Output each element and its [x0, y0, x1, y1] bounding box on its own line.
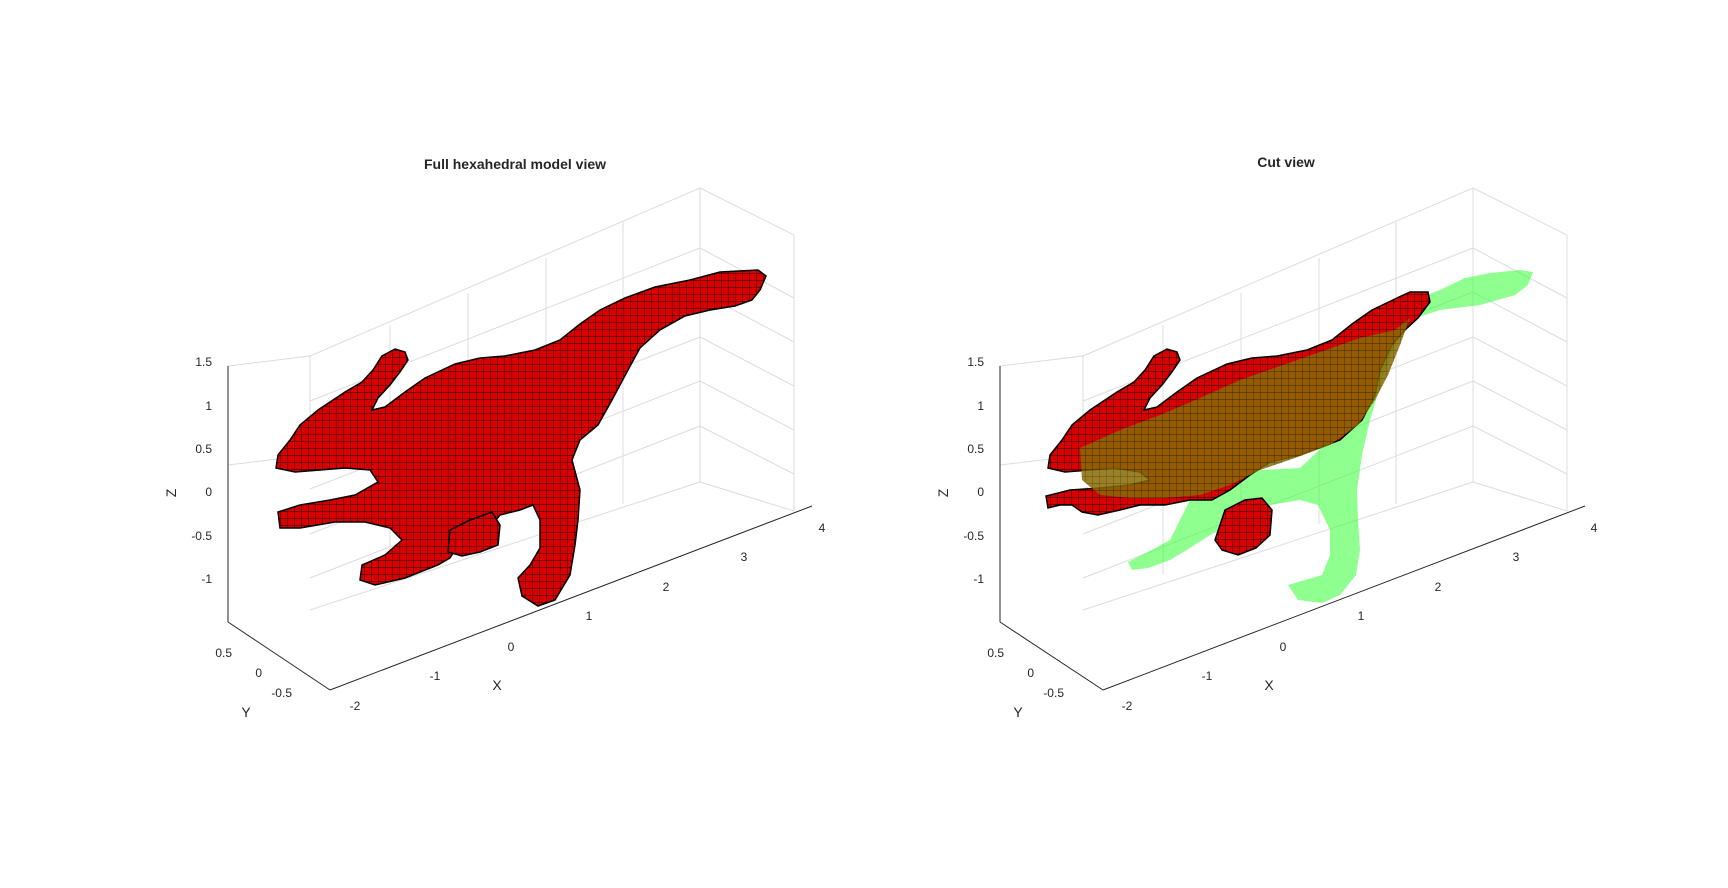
x-tick-label: 1	[586, 609, 593, 623]
x-tick-label: 1	[1358, 609, 1365, 623]
x-axis-label: X	[1264, 677, 1274, 693]
x-tick-label: 0	[508, 640, 515, 654]
z-tick-label: 0.5	[967, 442, 984, 456]
hex-mesh-model	[275, 269, 767, 607]
z-tick-label: 1.5	[967, 355, 984, 369]
x-tick-label: 4	[819, 521, 826, 535]
z-tick-label: -0.5	[963, 529, 984, 543]
dinosaur-leg	[447, 511, 501, 557]
axes-full-model: Full hexahedral model view 1.5 1 0.5 0 -…	[163, 156, 826, 720]
y-tick-label: 0	[255, 666, 262, 680]
z-tick-label: -0.5	[191, 529, 212, 543]
x-tick-label: 4	[1591, 521, 1598, 535]
z-ticks: 1.5 1 0.5 0 -0.5 -1	[963, 355, 984, 586]
y-axis-label: Y	[1013, 704, 1023, 720]
x-tick-label: 3	[741, 550, 748, 564]
z-tick-label: -1	[201, 572, 212, 586]
z-axis-label: Z	[935, 488, 951, 497]
cut-plane-overlay	[1080, 318, 1410, 498]
x-tick-label: 2	[1435, 580, 1442, 594]
axis-lines	[999, 366, 1586, 691]
x-ticks: -2 -1 0 1 2 3 4	[1122, 521, 1598, 713]
x-tick-label: -1	[1202, 669, 1213, 683]
z-ticks: 1.5 1 0.5 0 -0.5 -1	[191, 355, 212, 586]
cut-plane-section	[1080, 318, 1410, 498]
chart-title: Full hexahedral model view	[424, 156, 606, 172]
y-tick-label: 0.5	[987, 646, 1004, 660]
x-tick-label: 3	[1513, 550, 1520, 564]
y-ticks: 0.5 0 -0.5	[215, 646, 292, 700]
x-tick-label: -1	[430, 669, 441, 683]
x-axis-label: X	[492, 677, 502, 693]
y-axis-label: Y	[241, 704, 251, 720]
y-ticks: 0.5 0 -0.5	[987, 646, 1064, 700]
y-tick-label: -0.5	[271, 686, 292, 700]
z-tick-label: 0	[977, 485, 984, 499]
z-tick-label: -1	[973, 572, 984, 586]
y-tick-label: -0.5	[1043, 686, 1064, 700]
x-tick-label: -2	[1122, 699, 1133, 713]
x-tick-label: 2	[663, 580, 670, 594]
z-tick-label: 1	[977, 399, 984, 413]
y-tick-label: 0	[1027, 666, 1034, 680]
z-axis-label: Z	[163, 488, 179, 497]
z-tick-label: 0.5	[195, 442, 212, 456]
axes-cut-view: Cut view 1.5 1 0.5 0 -0.5 -1 Z 0.5 0 -0.	[935, 154, 1598, 720]
x-ticks: -2 -1 0 1 2 3 4	[350, 521, 826, 713]
dinosaur-body	[275, 269, 767, 607]
axis-lines	[227, 366, 813, 691]
z-tick-label: 1	[205, 399, 212, 413]
x-tick-label: 0	[1280, 640, 1287, 654]
z-tick-label: 0	[205, 485, 212, 499]
chart-title: Cut view	[1257, 154, 1315, 170]
y-tick-label: 0.5	[215, 646, 232, 660]
z-tick-label: 1.5	[195, 355, 212, 369]
dinosaur-leg-cut	[1214, 497, 1273, 556]
x-tick-label: -2	[350, 699, 361, 713]
